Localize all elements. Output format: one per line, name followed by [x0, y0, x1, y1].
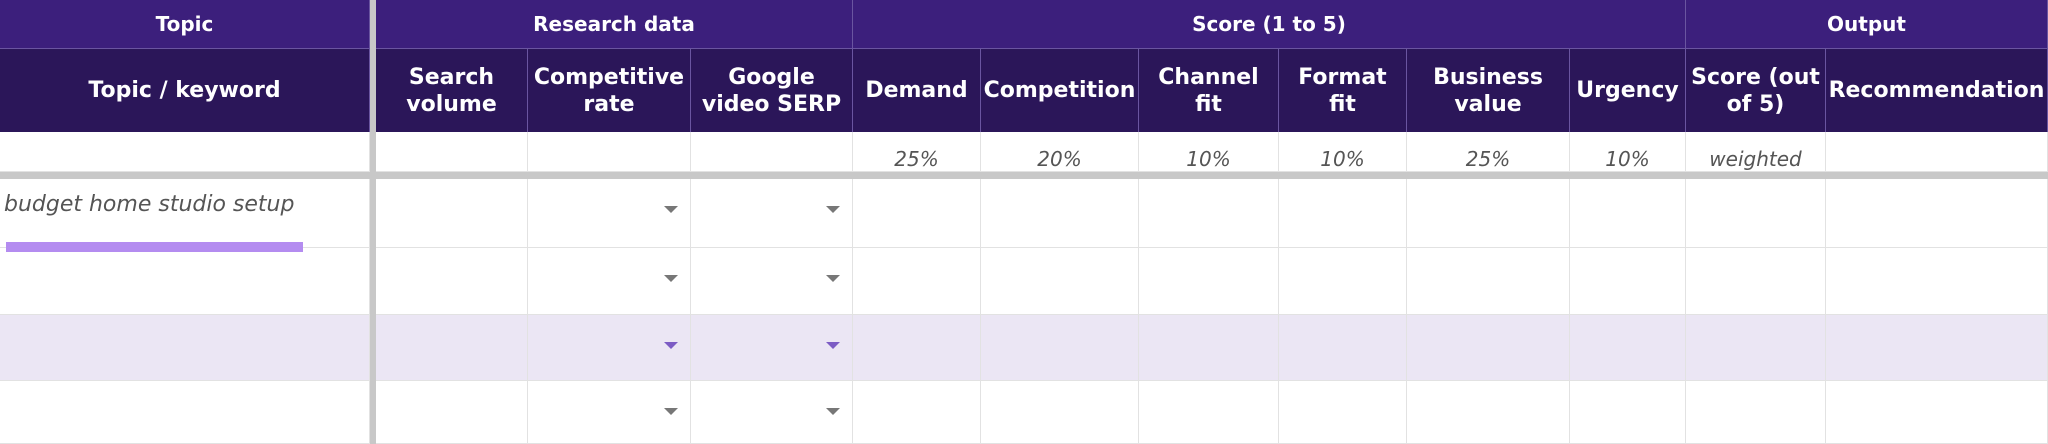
group-header: Topic — [0, 0, 370, 48]
cell[interactable] — [1686, 315, 1826, 381]
cell[interactable] — [1279, 381, 1407, 444]
cell[interactable] — [0, 381, 370, 444]
cell[interactable] — [528, 179, 691, 248]
cell[interactable] — [376, 179, 528, 248]
dropdown-arrow[interactable] — [664, 342, 678, 349]
weight-cell[interactable]: 10% — [1279, 132, 1407, 172]
column-header: Urgency — [1570, 48, 1686, 132]
weight-cell[interactable]: 20% — [981, 132, 1139, 172]
column-header: Google video SERP — [691, 48, 853, 132]
cell[interactable] — [528, 132, 691, 172]
cell[interactable] — [1407, 248, 1570, 315]
cell[interactable] — [528, 248, 691, 315]
dropdown-arrow[interactable] — [664, 275, 678, 282]
cell[interactable] — [1279, 315, 1407, 381]
column-header: Demand — [853, 48, 981, 132]
cell[interactable] — [1139, 315, 1279, 381]
column-header: Competition — [981, 48, 1139, 132]
frozen-column-border — [370, 0, 376, 444]
cell[interactable] — [0, 315, 370, 381]
column-header: Recommendation — [1826, 48, 2048, 132]
dropdown-arrow[interactable] — [664, 408, 678, 415]
cell[interactable] — [1686, 179, 1826, 248]
frozen-row-border — [0, 172, 2048, 179]
column-header: Search volume — [376, 48, 528, 132]
column-header: Channel fit — [1139, 48, 1279, 132]
weight-cell[interactable]: weighted — [1686, 132, 1826, 172]
dropdown-arrow[interactable] — [826, 275, 840, 282]
cell[interactable] — [981, 179, 1139, 248]
cell[interactable] — [981, 315, 1139, 381]
weight-cell[interactable]: 25% — [853, 132, 981, 172]
weight-cell[interactable]: 10% — [1570, 132, 1686, 172]
dropdown-arrow[interactable] — [826, 206, 840, 213]
column-header: Format fit — [1279, 48, 1407, 132]
cell[interactable] — [1139, 179, 1279, 248]
column-header: Competitive rate — [528, 48, 691, 132]
cell[interactable] — [1139, 248, 1279, 315]
weight-cell[interactable]: 10% — [1139, 132, 1279, 172]
cell[interactable] — [691, 179, 853, 248]
cell[interactable] — [1407, 315, 1570, 381]
cell[interactable] — [1570, 381, 1686, 444]
dropdown-arrow[interactable] — [664, 206, 678, 213]
cell[interactable] — [0, 179, 370, 248]
column-header: Business value — [1407, 48, 1570, 132]
cell[interactable] — [981, 248, 1139, 315]
cell[interactable] — [376, 315, 528, 381]
cell[interactable] — [0, 248, 370, 315]
cell[interactable] — [528, 315, 691, 381]
weight-cell[interactable]: 25% — [1407, 132, 1570, 172]
topic-text: budget home studio setup — [4, 191, 295, 217]
column-header: Score (out of 5) — [1686, 48, 1826, 132]
cell[interactable] — [691, 315, 853, 381]
cell[interactable] — [0, 132, 370, 172]
column-header: Topic / keyword — [0, 48, 370, 132]
text-highlight-bar — [6, 242, 303, 252]
cell[interactable] — [853, 248, 981, 315]
cell[interactable] — [981, 381, 1139, 444]
cell[interactable] — [1407, 179, 1570, 248]
group-header: Research data — [376, 0, 853, 48]
cell[interactable] — [1279, 179, 1407, 248]
cell[interactable] — [1826, 381, 2048, 444]
cell[interactable] — [1279, 248, 1407, 315]
cell[interactable] — [1570, 315, 1686, 381]
cell[interactable] — [1826, 315, 2048, 381]
cell[interactable] — [1826, 179, 2048, 248]
group-header: Score (1 to 5) — [853, 0, 1686, 48]
cell[interactable] — [853, 315, 981, 381]
cell[interactable] — [1407, 381, 1570, 444]
cell[interactable] — [1686, 381, 1826, 444]
cell[interactable] — [376, 381, 528, 444]
cell[interactable] — [853, 179, 981, 248]
cell[interactable] — [691, 132, 853, 172]
group-header: Output — [1686, 0, 2048, 48]
cell[interactable] — [1139, 381, 1279, 444]
dropdown-arrow[interactable] — [826, 342, 840, 349]
cell[interactable] — [1570, 248, 1686, 315]
cell[interactable] — [1686, 248, 1826, 315]
cell[interactable] — [376, 132, 528, 172]
cell[interactable] — [1826, 248, 2048, 315]
cell[interactable] — [1570, 179, 1686, 248]
dropdown-arrow[interactable] — [826, 408, 840, 415]
cell[interactable] — [376, 248, 528, 315]
cell[interactable] — [1826, 132, 2048, 172]
cell[interactable] — [853, 381, 981, 444]
